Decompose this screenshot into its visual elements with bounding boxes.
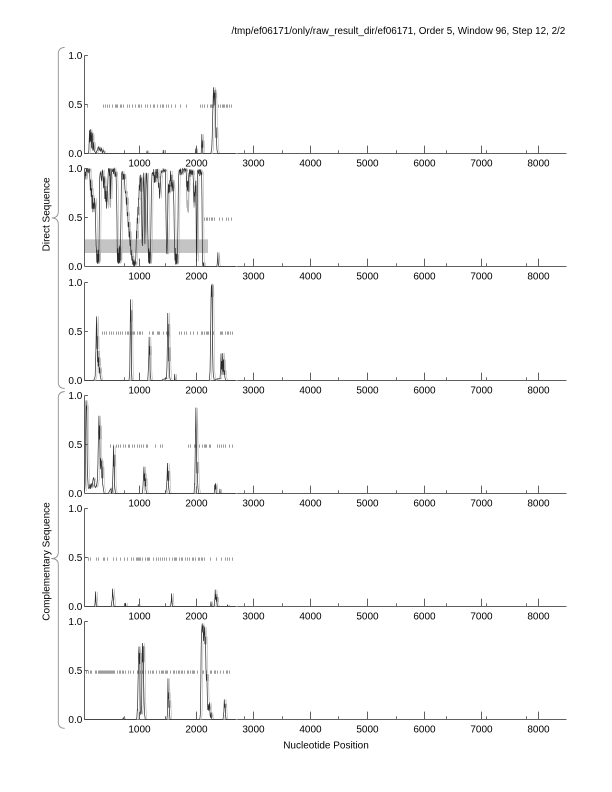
svg-text:5000: 5000 xyxy=(356,499,379,510)
svg-text:1.0: 1.0 xyxy=(68,164,82,175)
svg-text:0.0: 0.0 xyxy=(68,376,82,387)
svg-text:0.0: 0.0 xyxy=(68,489,82,500)
svg-text:1000: 1000 xyxy=(128,159,151,170)
svg-text:4000: 4000 xyxy=(299,159,322,170)
svg-text:0.5: 0.5 xyxy=(68,100,82,111)
svg-text:1000: 1000 xyxy=(128,499,151,510)
svg-text:4000: 4000 xyxy=(299,725,322,736)
svg-text:1000: 1000 xyxy=(128,386,151,397)
svg-text:/tmp/ef06171/only/raw_result_d: /tmp/ef06171/only/raw_result_dir/ef06171… xyxy=(232,26,566,37)
svg-text:7000: 7000 xyxy=(470,725,493,736)
svg-text:1000: 1000 xyxy=(128,272,151,283)
svg-text:6000: 6000 xyxy=(413,159,436,170)
svg-text:Nucleotide Position: Nucleotide Position xyxy=(283,740,369,751)
svg-text:0.5: 0.5 xyxy=(68,553,82,564)
svg-text:3000: 3000 xyxy=(242,725,265,736)
svg-text:7000: 7000 xyxy=(470,272,493,283)
svg-text:2000: 2000 xyxy=(185,725,208,736)
svg-text:4000: 4000 xyxy=(299,386,322,397)
svg-text:2000: 2000 xyxy=(185,499,208,510)
svg-text:0.0: 0.0 xyxy=(68,602,82,613)
svg-text:0.5: 0.5 xyxy=(68,213,82,224)
svg-text:8000: 8000 xyxy=(527,499,550,510)
svg-text:7000: 7000 xyxy=(470,159,493,170)
svg-text:8000: 8000 xyxy=(527,612,550,623)
svg-text:0.0: 0.0 xyxy=(68,715,82,726)
svg-text:7000: 7000 xyxy=(470,386,493,397)
svg-text:6000: 6000 xyxy=(413,612,436,623)
svg-text:6000: 6000 xyxy=(413,725,436,736)
svg-text:2000: 2000 xyxy=(185,612,208,623)
svg-text:2000: 2000 xyxy=(185,272,208,283)
svg-text:0.5: 0.5 xyxy=(68,327,82,338)
svg-text:8000: 8000 xyxy=(527,159,550,170)
svg-text:5000: 5000 xyxy=(356,612,379,623)
svg-text:1.0: 1.0 xyxy=(68,617,82,628)
svg-text:5000: 5000 xyxy=(356,725,379,736)
svg-text:1000: 1000 xyxy=(128,612,151,623)
svg-text:Complementary Sequence: Complementary Sequence xyxy=(41,502,52,621)
svg-text:5000: 5000 xyxy=(356,159,379,170)
svg-text:8000: 8000 xyxy=(527,272,550,283)
svg-text:0.0: 0.0 xyxy=(68,149,82,160)
svg-text:Direct Sequence: Direct Sequence xyxy=(41,177,52,251)
svg-text:7000: 7000 xyxy=(470,612,493,623)
svg-text:8000: 8000 xyxy=(527,725,550,736)
svg-text:3000: 3000 xyxy=(242,499,265,510)
svg-text:3000: 3000 xyxy=(242,612,265,623)
svg-text:0.5: 0.5 xyxy=(68,666,82,677)
svg-text:1.0: 1.0 xyxy=(68,278,82,289)
svg-text:1.0: 1.0 xyxy=(68,391,82,402)
svg-text:1.0: 1.0 xyxy=(68,504,82,515)
svg-text:2000: 2000 xyxy=(185,386,208,397)
svg-text:2000: 2000 xyxy=(185,159,208,170)
svg-text:1000: 1000 xyxy=(128,725,151,736)
svg-text:5000: 5000 xyxy=(356,386,379,397)
svg-text:6000: 6000 xyxy=(413,386,436,397)
svg-text:0.5: 0.5 xyxy=(68,440,82,451)
svg-text:6000: 6000 xyxy=(413,272,436,283)
svg-text:5000: 5000 xyxy=(356,272,379,283)
svg-text:3000: 3000 xyxy=(242,159,265,170)
svg-text:1.0: 1.0 xyxy=(68,51,82,62)
svg-text:3000: 3000 xyxy=(242,272,265,283)
svg-text:4000: 4000 xyxy=(299,612,322,623)
svg-text:8000: 8000 xyxy=(527,386,550,397)
svg-text:7000: 7000 xyxy=(470,499,493,510)
svg-text:3000: 3000 xyxy=(242,386,265,397)
svg-text:4000: 4000 xyxy=(299,499,322,510)
svg-text:4000: 4000 xyxy=(299,272,322,283)
svg-text:6000: 6000 xyxy=(413,499,436,510)
svg-text:0.0: 0.0 xyxy=(68,262,82,273)
